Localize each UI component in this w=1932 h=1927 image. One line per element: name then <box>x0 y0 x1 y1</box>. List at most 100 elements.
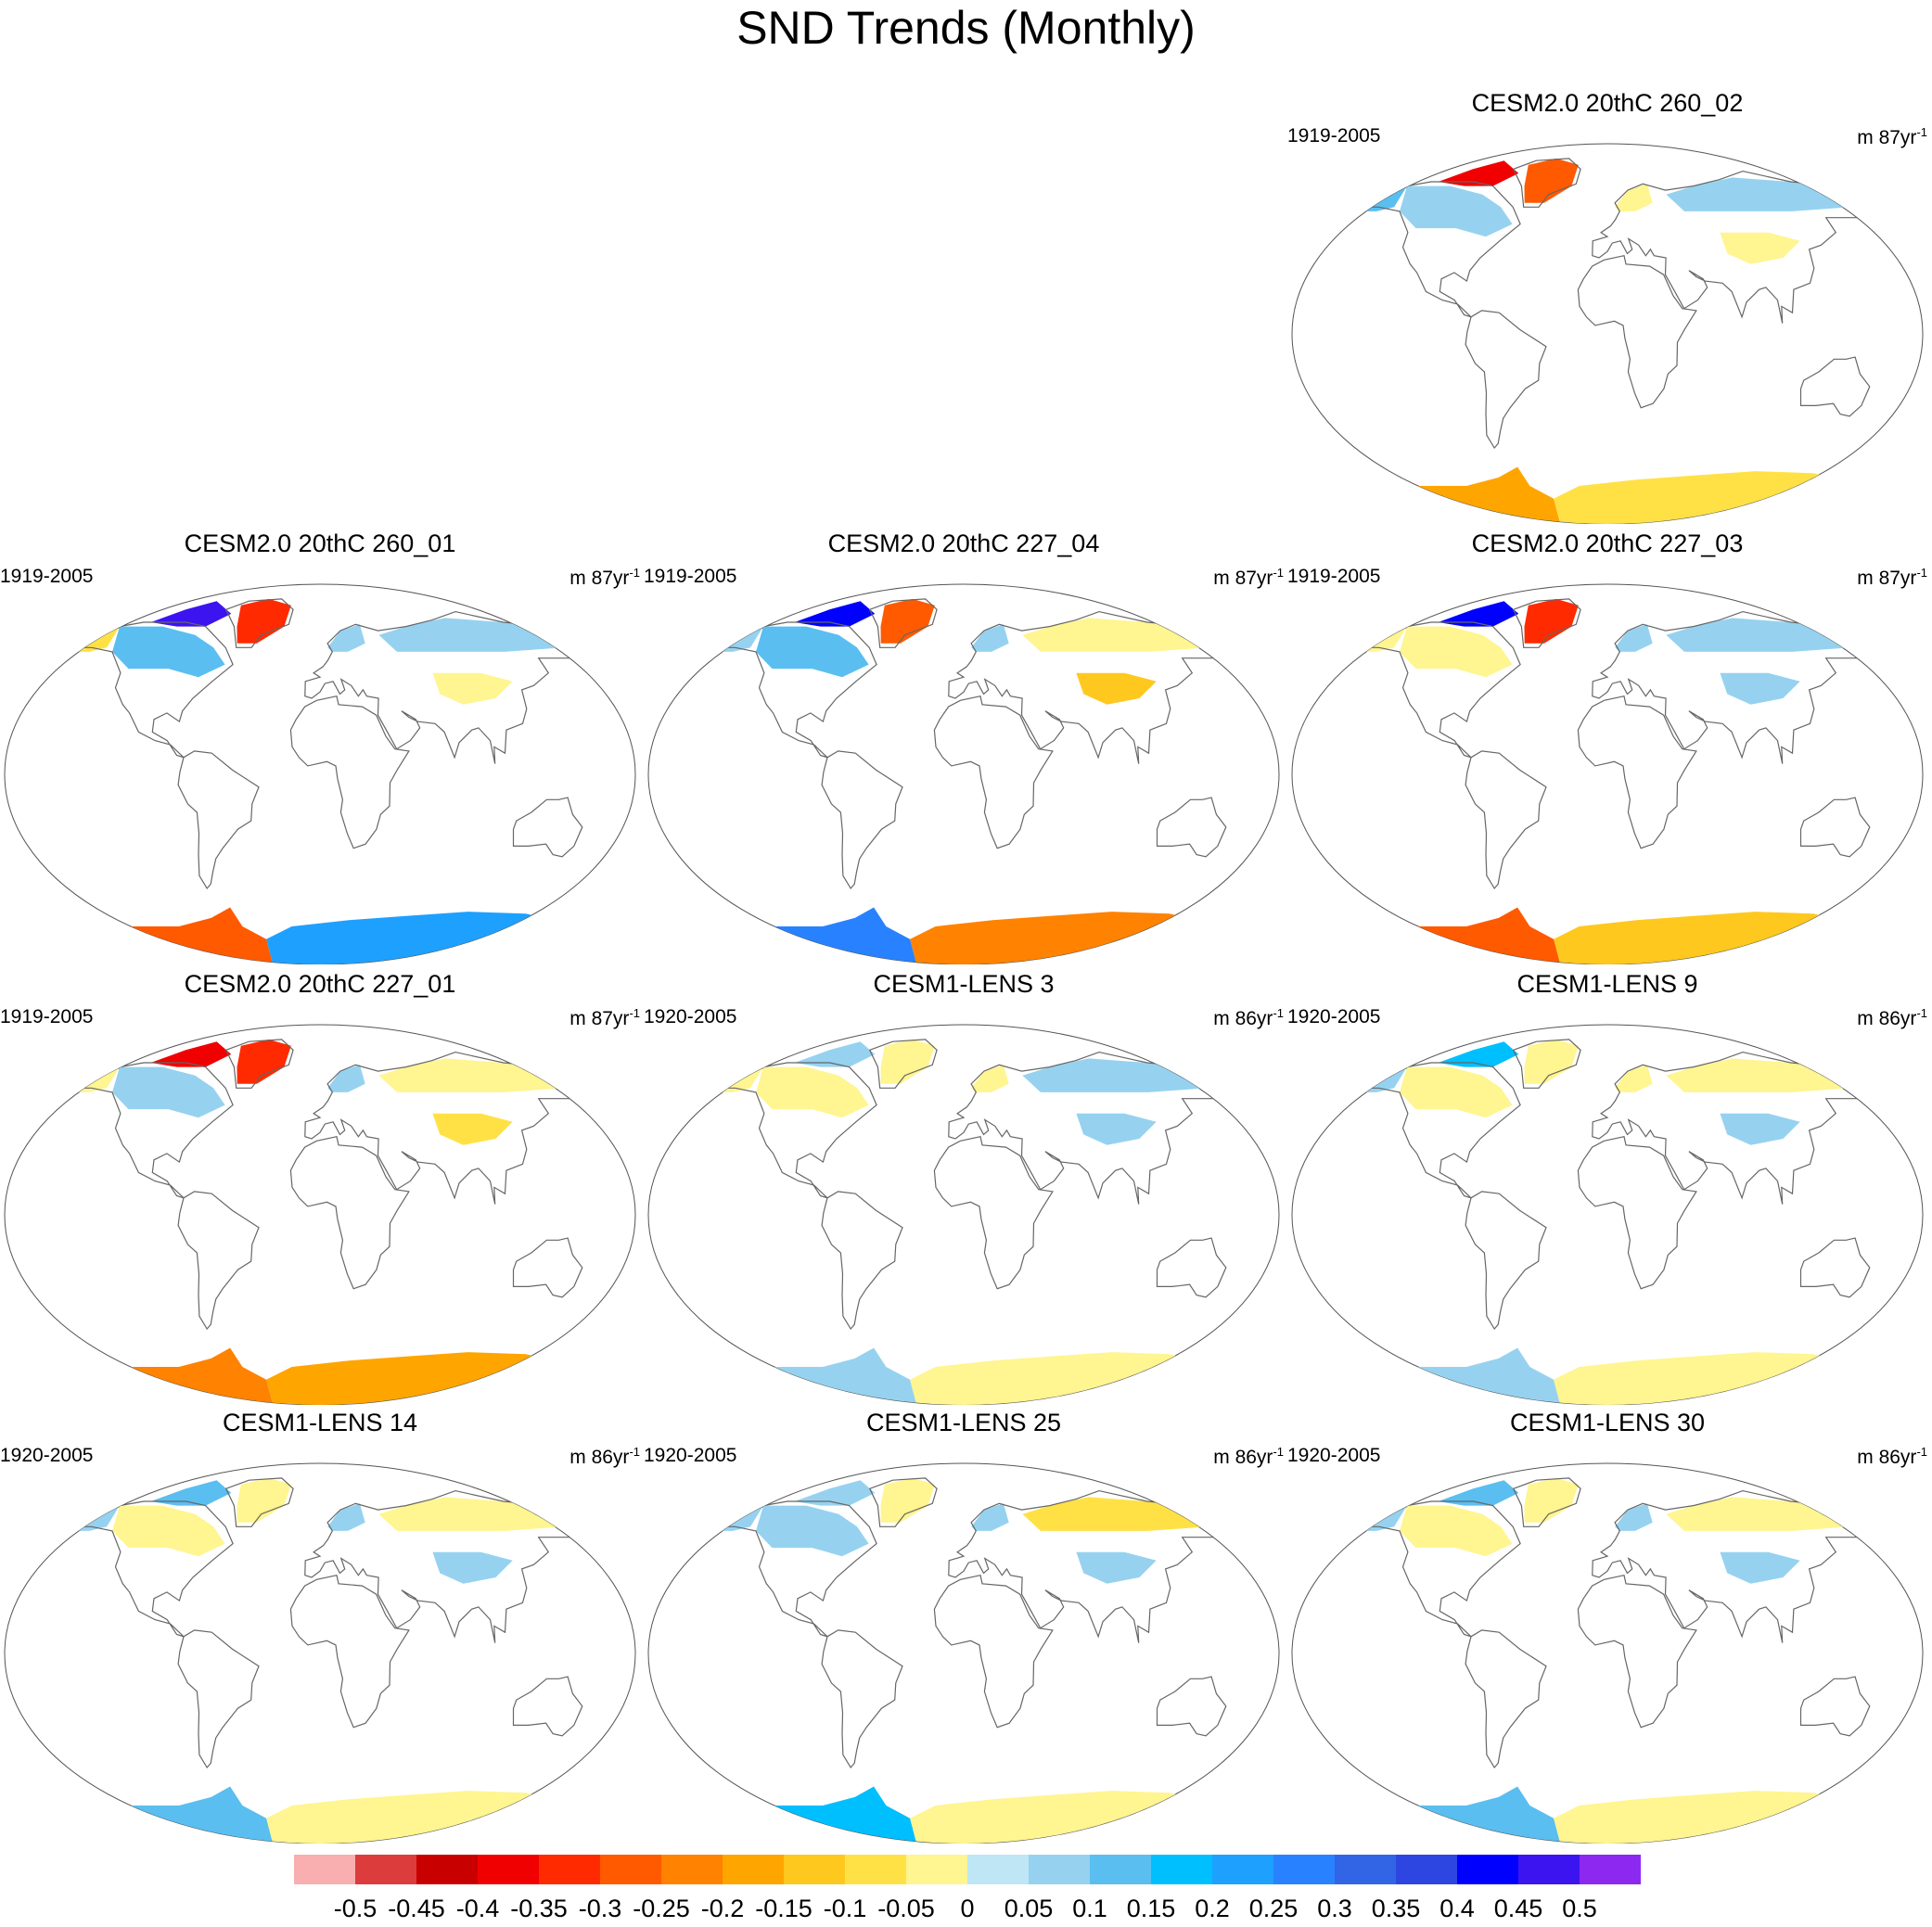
coastline-africa <box>1577 1574 1697 1729</box>
units-text: m 86yr <box>1857 1447 1917 1468</box>
units-text: m 86yr <box>569 1447 630 1468</box>
coastline-north-america <box>1355 1062 1521 1199</box>
colorbar-tick-label: 0.4 <box>1439 1895 1475 1922</box>
world-map <box>1291 1024 1924 1405</box>
units-exponent: -1 <box>1916 125 1927 139</box>
colorbar-box <box>355 1855 417 1884</box>
world-map <box>4 583 636 964</box>
panel-units: m 87yr-1 <box>1857 562 1927 590</box>
panel-units: m 86yr-1 <box>1213 1441 1284 1469</box>
panel-years: 1919-2005 <box>0 566 94 587</box>
colorbar-box <box>1212 1855 1274 1884</box>
coastline-greenland <box>224 1477 294 1527</box>
panel-units: m 86yr-1 <box>1213 1002 1284 1030</box>
coastline-africa <box>933 695 1054 849</box>
coastline-australia <box>1799 356 1871 417</box>
colorbar-box <box>1518 1855 1580 1884</box>
colorbar-box <box>906 1855 968 1884</box>
trend-region-scandinavia <box>327 1065 365 1092</box>
colorbar-box <box>1396 1855 1458 1884</box>
coastline-north-america <box>1355 181 1521 318</box>
colorbar-tick-label: -0.05 <box>877 1895 935 1922</box>
trend-region-canada <box>756 626 869 678</box>
coastline-south-america <box>821 1629 903 1769</box>
panel-years: 1920-2005 <box>0 1445 94 1466</box>
coastline-greenland <box>224 1039 294 1089</box>
colorbar-tick-label: -0.3 <box>578 1895 622 1922</box>
trend-region-greenland <box>237 1039 291 1084</box>
panel-units: m 86yr-1 <box>1857 1002 1927 1030</box>
coastline-greenland <box>224 598 294 648</box>
colorbar-box <box>723 1855 785 1884</box>
trend-region-scandinavia <box>971 1503 1009 1531</box>
colorbar-tick-label: -0.25 <box>633 1895 690 1922</box>
panel-title: CESM1-LENS 14 <box>222 1409 418 1436</box>
units-exponent: -1 <box>629 1445 640 1459</box>
colorbar <box>294 1855 1641 1884</box>
panel-units: m 87yr-1 <box>569 562 640 590</box>
colorbar-box <box>784 1855 846 1884</box>
coastline-north-america <box>68 1062 234 1199</box>
panel-years: 1919-2005 <box>644 566 737 587</box>
colorbar-box <box>1335 1855 1397 1884</box>
coastline-south-america <box>177 1629 260 1769</box>
units-exponent: -1 <box>1273 1006 1284 1020</box>
world-map <box>647 1462 1280 1844</box>
trend-region-arctic-archipelago <box>150 601 232 627</box>
colorbar-tick-label: 0.05 <box>1004 1895 1054 1922</box>
coastline-south-america <box>177 1191 260 1331</box>
coastline-africa <box>933 1135 1054 1290</box>
coastline-africa <box>289 1574 410 1729</box>
trend-region-greenland <box>1524 598 1579 644</box>
colorbar-box <box>1090 1855 1152 1884</box>
trend-region-central-asia <box>1720 1551 1800 1584</box>
colorbar-tick-label: 0.5 <box>1562 1895 1597 1922</box>
trend-region-central-asia <box>432 1113 513 1145</box>
panel-title: CESM1-LENS 9 <box>1516 970 1698 998</box>
coastline-north-america <box>1355 1500 1521 1638</box>
trend-region-scandinavia <box>1615 1065 1653 1092</box>
trend-region-greenland <box>880 1477 935 1523</box>
trend-region-greenland <box>1524 1039 1579 1084</box>
coastline-australia <box>1799 797 1871 858</box>
colorbar-box <box>539 1855 601 1884</box>
trend-region-central-asia <box>1720 232 1800 264</box>
coastline-eurasia <box>1592 1489 1876 1643</box>
trend-region-canada <box>112 626 225 678</box>
coastline-south-america <box>1465 750 1547 890</box>
colorbar-tick-label: 0.1 <box>1072 1895 1107 1922</box>
units-exponent: -1 <box>1916 566 1927 580</box>
map-panel-l3: CESM1-LENS 3 1920-2005 m 86yr-1 <box>644 969 1284 1405</box>
trend-region-greenland <box>1524 158 1579 203</box>
trend-region-greenland <box>1524 1477 1579 1523</box>
coastline-australia <box>512 797 583 858</box>
units-text: m 87yr <box>569 568 630 589</box>
panel-years: 1919-2005 <box>1287 125 1381 147</box>
coastline-north-america <box>711 1062 877 1199</box>
colorbar-box <box>478 1855 540 1884</box>
colorbar-box <box>1580 1855 1641 1884</box>
panel-units: m 86yr-1 <box>1857 1441 1927 1469</box>
trend-region-canada <box>1400 1066 1513 1118</box>
coastline-greenland <box>868 1477 938 1527</box>
page-title: SND Trends (Monthly) <box>736 2 1196 54</box>
coastline-south-america <box>1465 1191 1547 1331</box>
trend-region-arctic-archipelago <box>794 601 876 627</box>
world-map <box>1291 143 1924 524</box>
coastline-eurasia <box>304 1051 589 1205</box>
panel-title: CESM2.0 20thC 227_01 <box>184 970 456 998</box>
colorbar-tick-label: -0.5 <box>333 1895 377 1922</box>
coastline-north-america <box>1355 621 1521 759</box>
trend-region-arctic-archipelago <box>1438 601 1519 627</box>
colorbar-box <box>967 1855 1030 1884</box>
units-text: m 86yr <box>1213 1008 1273 1029</box>
coastline-australia <box>1799 1237 1871 1298</box>
units-exponent: -1 <box>1273 566 1284 580</box>
world-map <box>647 583 1280 964</box>
colorbar-box <box>1457 1855 1519 1884</box>
coastline-eurasia <box>948 610 1233 764</box>
coastline-south-america <box>821 1191 903 1331</box>
trend-region-scandinavia <box>1615 1503 1653 1531</box>
coastline-greenland <box>1512 1039 1581 1089</box>
coastline-africa <box>1577 254 1697 409</box>
